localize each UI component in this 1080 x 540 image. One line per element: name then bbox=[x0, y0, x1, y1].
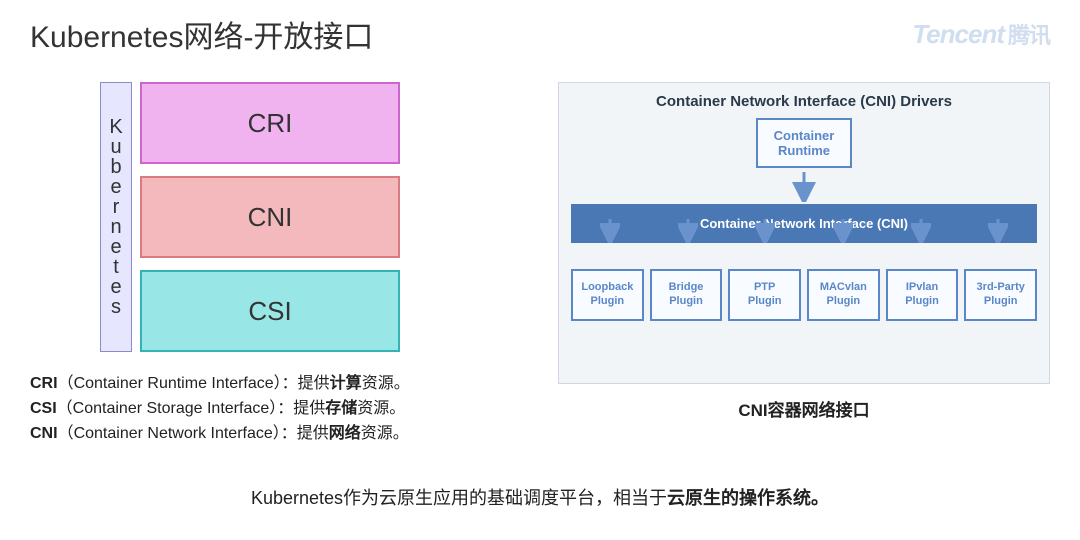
cni-caption: CNI容器网络接口 bbox=[558, 396, 1050, 421]
desc-abbr: CNI bbox=[30, 425, 58, 442]
plugin-name: MACvlan bbox=[811, 281, 876, 295]
plugin-box: LoopbackPlugin bbox=[571, 269, 644, 321]
arrow-runtime-to-cni bbox=[790, 172, 818, 202]
k8s-letter: b bbox=[110, 157, 121, 177]
plugin-box: MACvlanPlugin bbox=[807, 269, 880, 321]
plugin-name: Bridge bbox=[654, 281, 719, 295]
k8s-letter: e bbox=[110, 277, 121, 297]
footer-pre: Kubernetes作为云原生应用的基础调度平台，相当于 bbox=[251, 488, 667, 508]
plugin-label: Plugin bbox=[575, 295, 640, 309]
logo-cn: 腾讯 bbox=[1008, 23, 1050, 48]
plugin-label: Plugin bbox=[968, 295, 1033, 309]
kubernetes-vertical-label: Kubernetes bbox=[100, 82, 132, 352]
k8s-letter: e bbox=[110, 177, 121, 197]
interface-box-csi: CSI bbox=[140, 270, 400, 352]
plugin-label: Plugin bbox=[654, 295, 719, 309]
cni-bar: Container Network Interface (CNI) bbox=[571, 204, 1037, 243]
runtime-line1: Container bbox=[774, 128, 835, 143]
plugin-box: BridgePlugin bbox=[650, 269, 723, 321]
cni-drivers-diagram: Container Network Interface (CNI) Driver… bbox=[558, 82, 1050, 384]
logo-en: Tencent bbox=[912, 19, 1004, 49]
plugin-name: PTP bbox=[732, 281, 797, 295]
desc-row: CRI（Container Runtime Interface）：提供计算资源。 bbox=[30, 372, 410, 397]
k8s-letter: u bbox=[110, 137, 121, 157]
cni-diagram-title: Container Network Interface (CNI) Driver… bbox=[656, 93, 952, 110]
plugin-label: Plugin bbox=[890, 295, 955, 309]
k8s-letter: K bbox=[109, 117, 122, 137]
desc-row: CNI（Container Network Interface）：提供网络资源。 bbox=[30, 422, 410, 447]
plugin-box: 3rd-PartyPlugin bbox=[964, 269, 1037, 321]
footer-text: Kubernetes作为云原生应用的基础调度平台，相当于云原生的操作系统。 bbox=[0, 484, 1080, 510]
k8s-letter: t bbox=[113, 257, 119, 277]
plugin-name: Loopback bbox=[575, 281, 640, 295]
desc-tail: 资源。 bbox=[361, 425, 409, 442]
interfaces-diagram: Kubernetes CRICNICSI bbox=[100, 82, 400, 352]
desc-tail: 资源。 bbox=[362, 375, 410, 392]
plugin-label: Plugin bbox=[811, 295, 876, 309]
k8s-letter: e bbox=[110, 237, 121, 257]
interface-box-cni: CNI bbox=[140, 176, 400, 258]
page-title: Kubernetes网络-开放接口 bbox=[30, 12, 373, 56]
desc-full: （Container Network Interface）：提供 bbox=[58, 425, 329, 442]
plugin-box: PTPPlugin bbox=[728, 269, 801, 321]
plugin-label: Plugin bbox=[732, 295, 797, 309]
k8s-letter: s bbox=[111, 297, 121, 317]
desc-bold: 计算 bbox=[330, 375, 362, 392]
desc-full: （Container Runtime Interface）：提供 bbox=[58, 375, 330, 392]
interface-stack: CRI CNI CSI bbox=[140, 82, 400, 352]
interface-descriptions: CRI（Container Runtime Interface）：提供计算资源。… bbox=[30, 372, 410, 446]
plugins-row: LoopbackPluginBridgePluginPTPPluginMACvl… bbox=[571, 269, 1037, 321]
plugin-name: IPvlan bbox=[890, 281, 955, 295]
interface-box-cri: CRI bbox=[140, 82, 400, 164]
k8s-letter: r bbox=[113, 197, 120, 217]
desc-tail: 资源。 bbox=[357, 400, 405, 417]
plugin-box: IPvlanPlugin bbox=[886, 269, 959, 321]
runtime-line2: Runtime bbox=[774, 143, 835, 158]
tencent-logo: Tencent腾讯 bbox=[912, 18, 1050, 50]
desc-abbr: CRI bbox=[30, 375, 58, 392]
desc-full: （Container Storage Interface）：提供 bbox=[57, 400, 326, 417]
k8s-letter: n bbox=[110, 217, 121, 237]
container-runtime-box: Container Runtime bbox=[756, 118, 853, 168]
desc-row: CSI（Container Storage Interface）：提供存储资源。 bbox=[30, 397, 410, 422]
plugin-name: 3rd-Party bbox=[968, 281, 1033, 295]
desc-bold: 网络 bbox=[329, 425, 361, 442]
desc-bold: 存储 bbox=[325, 400, 357, 417]
desc-abbr: CSI bbox=[30, 400, 57, 417]
footer-bold: 云原生的操作系统。 bbox=[667, 488, 829, 508]
